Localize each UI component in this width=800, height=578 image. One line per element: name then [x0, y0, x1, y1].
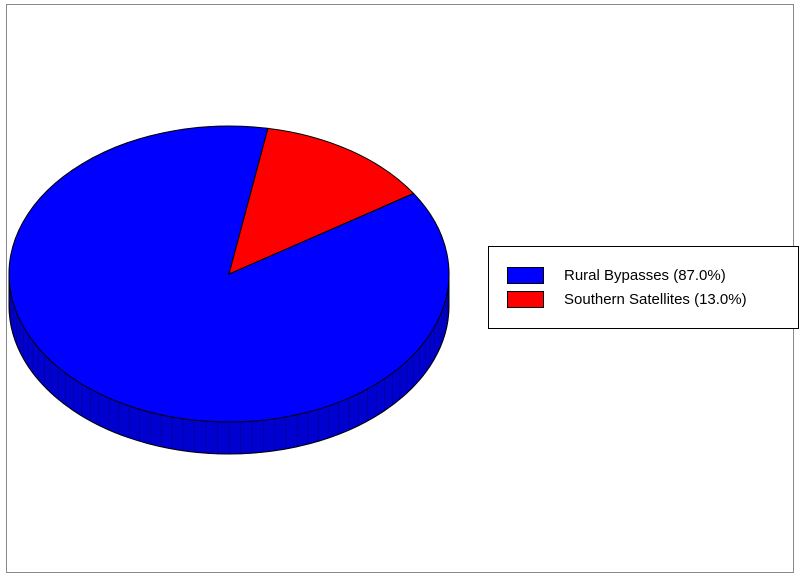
legend-label-rural-bypasses: Rural Bypasses (87.0%) [564, 266, 726, 284]
legend-swatch-southern-satellites [507, 290, 544, 308]
pie-side-strip [328, 401, 340, 439]
pie-side-strip [73, 378, 83, 417]
pie-side-strip [205, 420, 218, 455]
legend-swatch-rural-bypasses [507, 266, 544, 284]
pie-side-strip [274, 416, 287, 452]
pie-slice-southern-satellites [228, 127, 415, 275]
pie-side-strip [358, 388, 368, 427]
pie-side-strip [99, 393, 110, 431]
pie-side-strip [307, 408, 319, 445]
pie-side-strip [81, 383, 91, 422]
pie-side-strip [263, 418, 276, 453]
pie-side-strip [90, 388, 100, 427]
pie-side-strip [318, 405, 330, 442]
pie-side-strip [228, 421, 241, 455]
pie-side [8, 273, 450, 455]
pie-side-strip [171, 416, 184, 452]
pie-side-strip [182, 418, 195, 453]
pie-side-strip [118, 401, 130, 439]
pie-side-strip [296, 411, 309, 448]
pie-side-strip [338, 397, 350, 435]
pie-side-strip [139, 408, 151, 445]
pie-side-outline [8, 274, 450, 455]
pie-side-strip [367, 383, 377, 422]
pie-side-strip [149, 411, 162, 448]
pie-side-strip [375, 378, 385, 417]
pie-side-strip [194, 419, 207, 454]
pie-side-strip [128, 405, 140, 442]
pie-side-strip [217, 421, 230, 455]
legend: Rural Bypasses (87.0%) Southern Satellit… [488, 246, 799, 329]
legend-item-rural-bypasses: Rural Bypasses (87.0%) [507, 265, 726, 285]
pie-side-strip [348, 393, 359, 431]
pie-side-strip [65, 372, 74, 412]
pie-side-strip [285, 414, 298, 450]
legend-item-southern-satellites: Southern Satellites (13.0%) [507, 289, 747, 309]
legend-label-southern-satellites: Southern Satellites (13.0%) [564, 290, 747, 308]
pie-side-strip [384, 372, 393, 412]
pie-top [8, 125, 450, 423]
pie-side-strip [108, 397, 120, 435]
pie-side-strip [240, 420, 253, 455]
pie-side-strip [251, 419, 264, 454]
pie-side-strip [160, 414, 173, 450]
